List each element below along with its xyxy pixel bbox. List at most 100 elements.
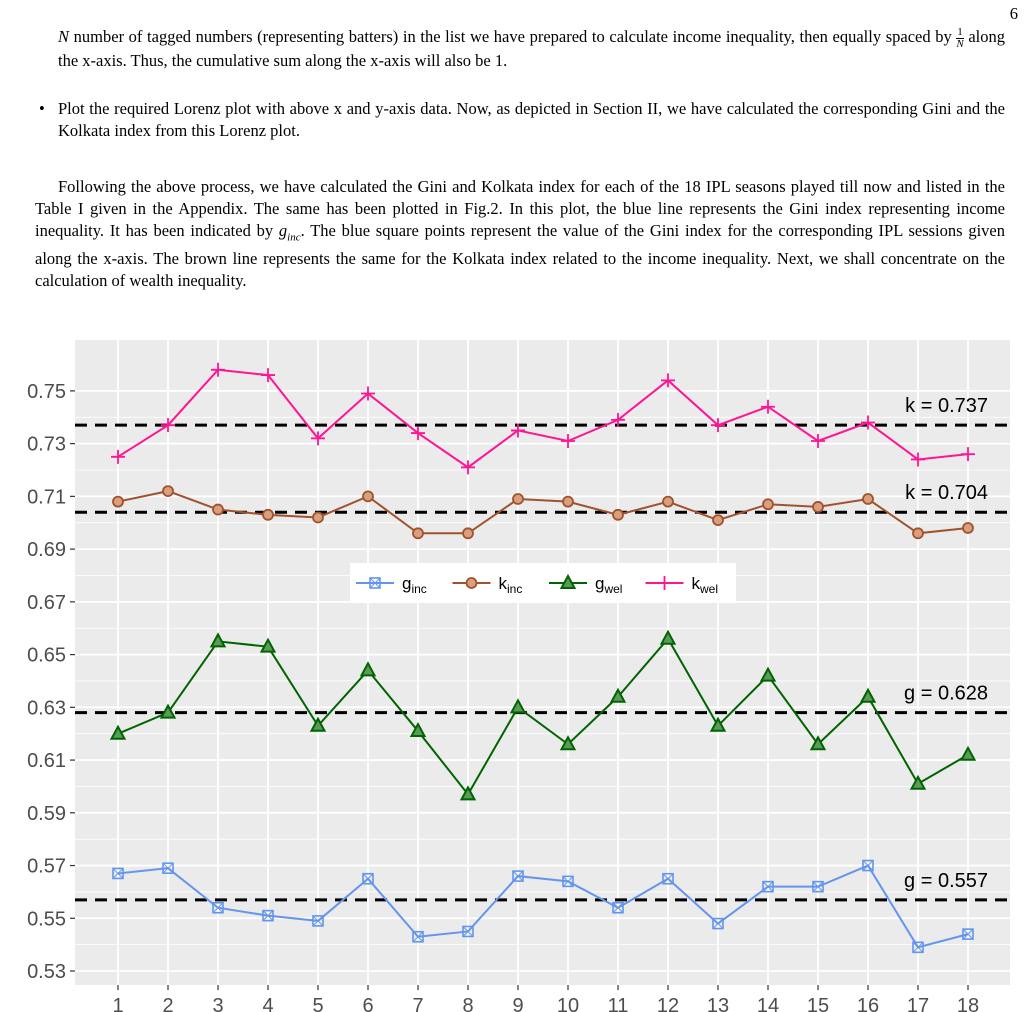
marker-plus <box>361 386 375 401</box>
marker-circle <box>412 527 424 540</box>
marker <box>611 412 625 427</box>
marker <box>559 573 577 589</box>
marker-circle <box>762 498 774 511</box>
text: Plot the required Lorenz plot with above… <box>58 99 1005 140</box>
legend-label: ginc <box>402 574 427 596</box>
marker-cross <box>462 926 474 937</box>
marker <box>861 415 875 430</box>
text: along the x-axis. Thus, the cumulative s… <box>58 27 1006 70</box>
marker <box>162 485 174 497</box>
marker-triangle <box>109 724 127 740</box>
denominator: N <box>956 37 964 50</box>
marker-circle <box>712 514 724 527</box>
math: ginc <box>279 221 301 243</box>
marker <box>712 917 724 930</box>
series-line <box>117 864 969 949</box>
marker-circle <box>612 508 624 521</box>
marker-square <box>862 859 874 872</box>
marker-plus <box>811 433 825 448</box>
marker-triangle <box>809 735 827 751</box>
x-tick-label: 3 <box>212 995 223 1012</box>
marker-circle <box>312 511 324 524</box>
panel <box>75 340 1010 985</box>
marker <box>162 862 174 874</box>
marker <box>759 666 777 682</box>
marker-plus <box>311 431 325 446</box>
marker-triangle <box>659 629 677 645</box>
x-tick-label: 1 <box>112 995 123 1012</box>
marker-cross <box>369 577 381 589</box>
marker-cross <box>712 918 724 929</box>
marker <box>711 418 725 433</box>
marker-cross <box>412 931 424 943</box>
marker-cross <box>662 873 674 885</box>
marker-plus <box>611 412 625 427</box>
legend-label: kinc <box>499 574 523 596</box>
legend-label: kwel <box>692 574 719 596</box>
marker <box>512 870 524 882</box>
marker-triangle <box>409 721 427 738</box>
marker-circle <box>112 495 124 508</box>
marker-cross <box>262 910 274 922</box>
marker-square <box>362 872 374 885</box>
continuation: N number of tagged numbers (representing… <box>35 26 1005 72</box>
math: N <box>58 27 70 46</box>
reference-label: g = 0.628 <box>904 683 988 705</box>
y-tick-label: 0.65 <box>27 645 66 667</box>
marker <box>912 941 924 954</box>
chart: 0.53 0.55 0.57 0.59 0.61 0.63 0.65 0.67 0.69 0.71… <box>27 340 1010 1012</box>
marker <box>959 745 977 761</box>
marker <box>712 514 724 527</box>
marker <box>109 724 127 740</box>
marker <box>459 785 477 801</box>
paragraph: Following the above process, we have cal… <box>35 176 1005 292</box>
bullet-item: • Plot the required Lorenz plot with abov… <box>35 98 1005 142</box>
marker-circle <box>212 503 224 516</box>
y-tick-label: 0.71 <box>27 486 66 508</box>
marker <box>462 527 474 540</box>
marker <box>161 418 175 433</box>
marker-square <box>369 577 381 589</box>
marker-square <box>762 880 774 893</box>
marker <box>159 703 177 719</box>
marker <box>361 386 375 401</box>
marker <box>862 493 874 505</box>
marker-cross <box>862 860 874 871</box>
marker-square <box>112 867 124 880</box>
y-tick-label: 0.73 <box>27 434 66 456</box>
y-tick-label: 0.61 <box>27 750 66 772</box>
y-tick-label: 0.53 <box>27 961 66 983</box>
marker-cross <box>162 862 174 874</box>
y-tick-label: 0.75 <box>27 381 66 403</box>
reference-label: k = 0.704 <box>905 482 988 504</box>
marker <box>411 426 425 441</box>
legend-sub: inc <box>411 582 426 596</box>
x-tick-label: 9 <box>512 995 523 1012</box>
marker <box>259 637 277 653</box>
marker <box>612 901 624 914</box>
marker <box>465 577 478 589</box>
x-tick-label: 10 <box>557 995 579 1012</box>
marker <box>612 508 624 521</box>
marker <box>862 859 874 872</box>
y-tick-label: 0.67 <box>27 592 66 614</box>
marker-triangle <box>259 637 277 653</box>
marker-plus <box>411 426 425 441</box>
marker <box>762 880 774 893</box>
marker-cross <box>512 870 524 882</box>
marker-square <box>712 917 724 930</box>
text: number of tagged numbers (representing b… <box>73 27 957 46</box>
legend-sub: wel <box>603 582 622 596</box>
marker-triangle <box>609 687 627 703</box>
marker-triangle <box>459 785 477 801</box>
marker-cross <box>112 868 124 879</box>
marker <box>111 449 125 464</box>
marker <box>461 460 475 475</box>
marker-plus <box>511 423 525 438</box>
x-tick-label: 6 <box>362 995 373 1012</box>
marker <box>662 495 674 508</box>
marker <box>369 577 381 589</box>
marker <box>812 501 824 513</box>
marker <box>812 880 824 893</box>
x-tick-label: 7 <box>412 995 423 1012</box>
